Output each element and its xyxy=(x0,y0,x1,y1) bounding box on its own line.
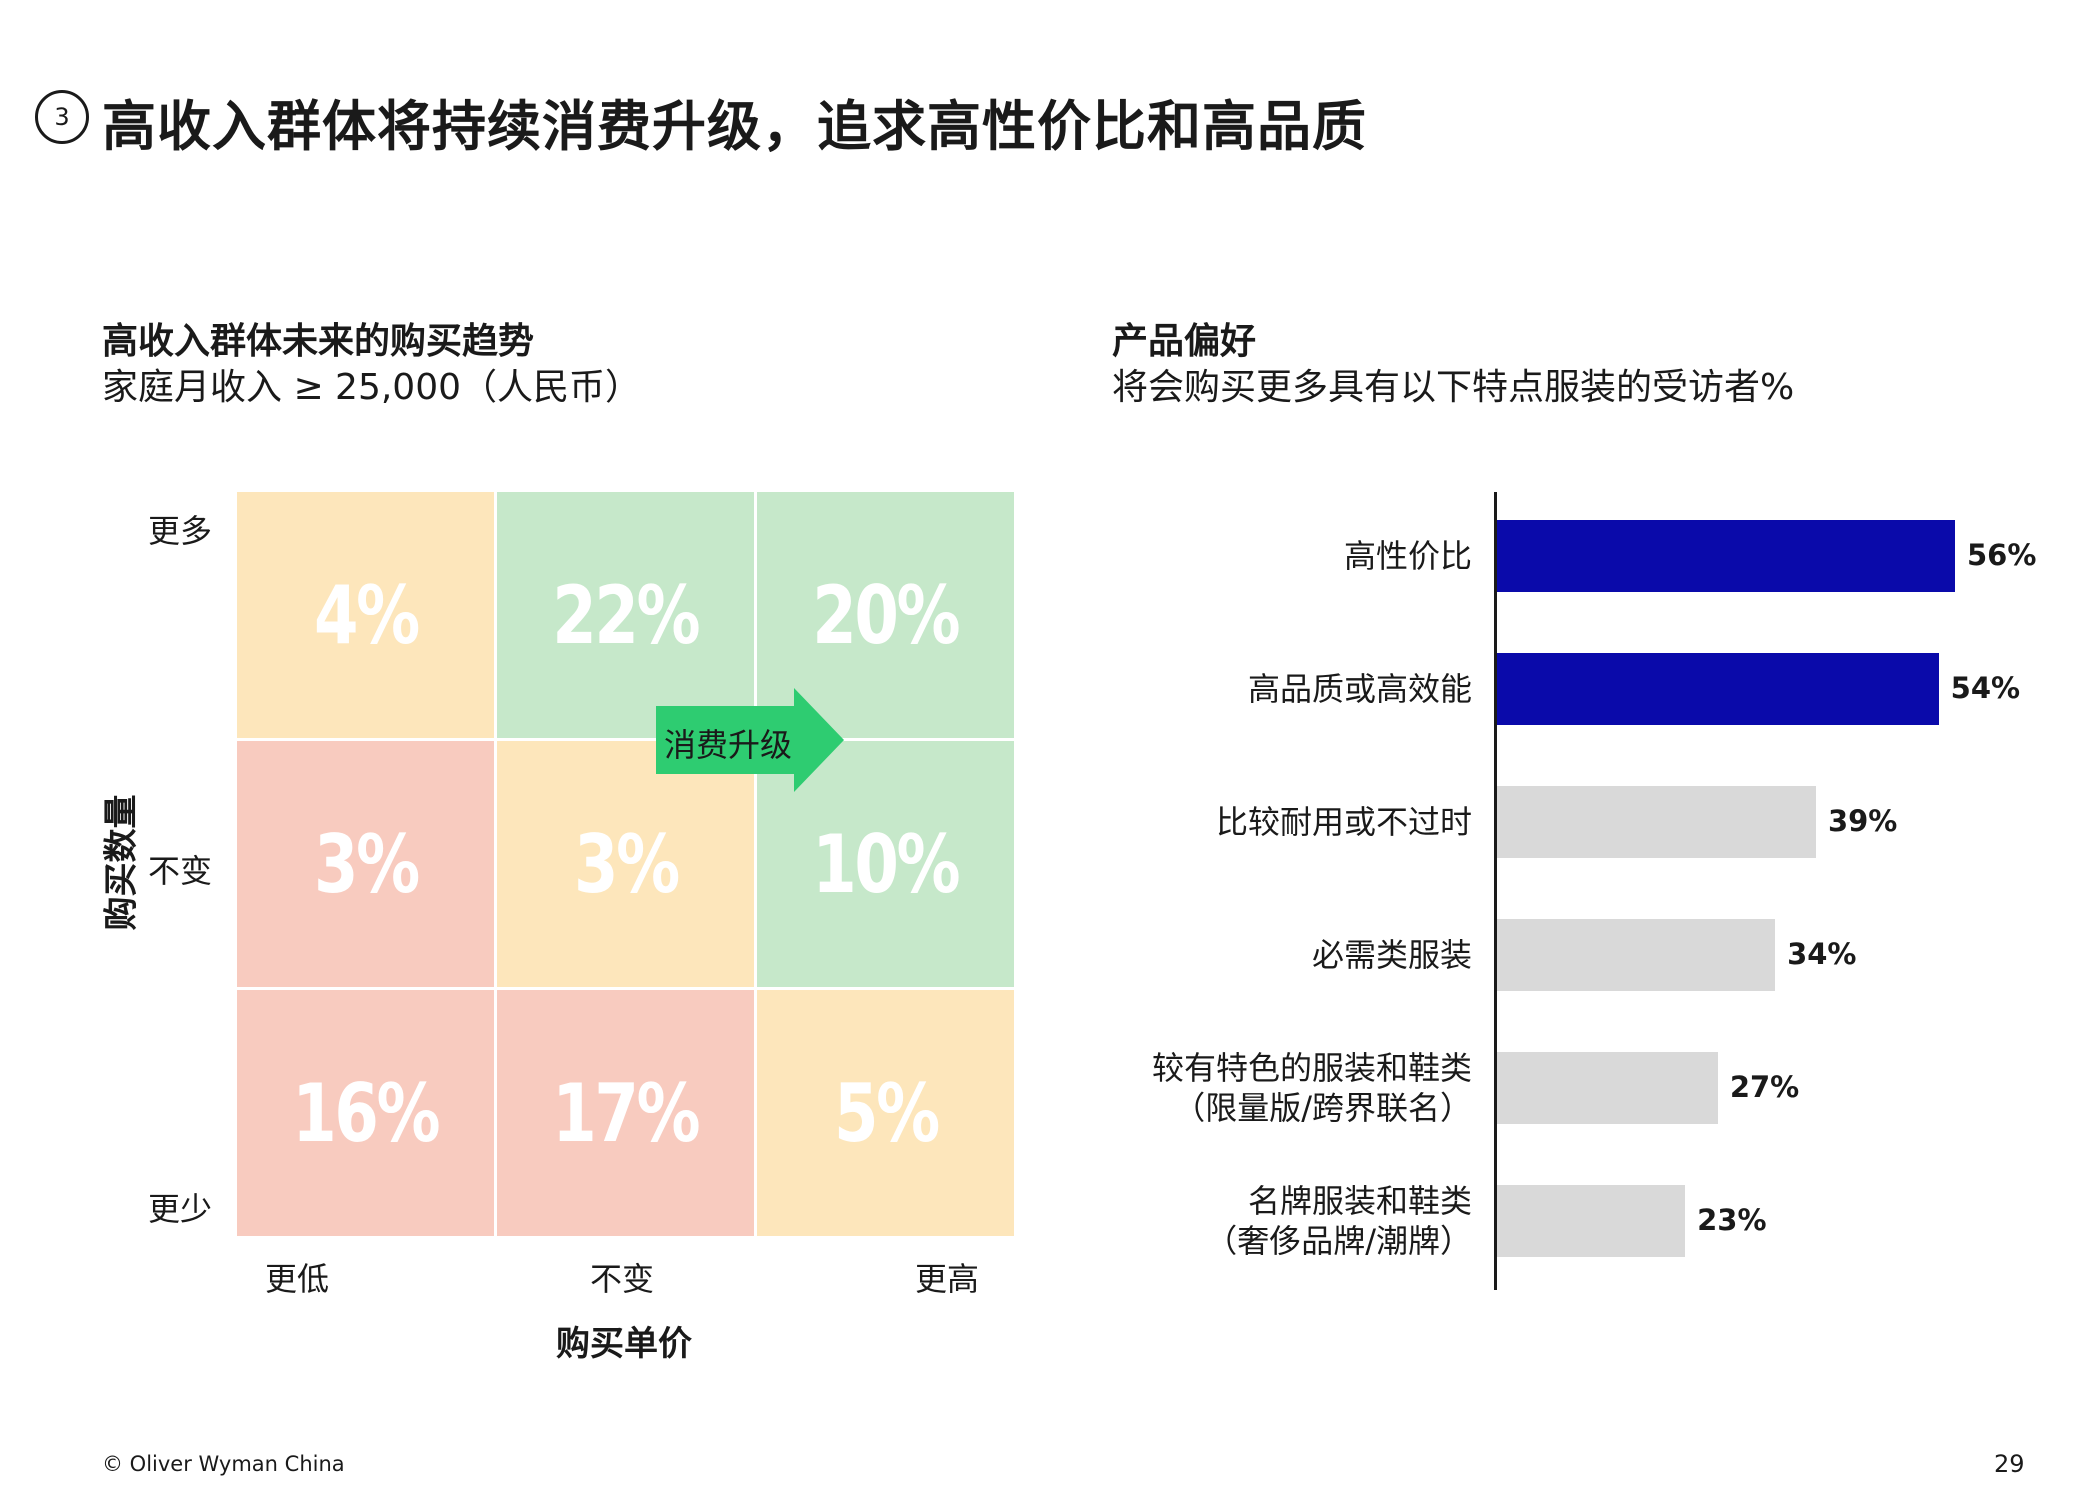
bar-category-label-line: 较有特色的服装和鞋类 xyxy=(1151,1049,1472,1087)
y-tick-more: 更多 xyxy=(148,512,213,550)
y-tick-less: 更少 xyxy=(148,1190,213,1228)
bar-0 xyxy=(1497,520,1955,592)
consumption-upgrade-label: 消费升级 xyxy=(664,726,793,764)
bar-category-label-line: 比较耐用或不过时 xyxy=(1215,803,1472,841)
matrix-cell-r0-c0: 4% xyxy=(237,492,494,738)
matrix-cell-value: 16% xyxy=(292,1066,440,1160)
bar-category-label: 较有特色的服装和鞋类 （限量版/跨界联名） xyxy=(1152,1048,1472,1128)
bar-category-label-line: （限量版/跨界联名） xyxy=(1173,1089,1472,1127)
bar-category-label: 必需类服装 xyxy=(1312,935,1472,975)
matrix-cell-r2-c1: 17% xyxy=(497,990,754,1236)
page-number: 29 xyxy=(1994,1450,2025,1478)
bar-category-label-line: 高品质或高效能 xyxy=(1247,670,1472,708)
bar-category-label-line: 高性价比 xyxy=(1343,537,1472,575)
matrix-cell-value: 5% xyxy=(833,1066,940,1160)
copyright: © Oliver Wyman China xyxy=(102,1452,345,1476)
matrix-cell-value: 10% xyxy=(812,817,960,911)
matrix-cell-value: 3% xyxy=(573,817,680,911)
x-tick-lower: 更低 xyxy=(265,1260,330,1298)
page-title: 高收入群体将持续消费升级，追求高性价比和高品质 xyxy=(102,95,1367,158)
matrix-cell-r2-c0: 16% xyxy=(237,990,494,1236)
matrix-panel-title: 高收入群体未来的购买趋势 xyxy=(102,321,535,362)
bar-category-label-line: （奢侈品牌/潮牌） xyxy=(1205,1222,1472,1260)
matrix-cell-value: 17% xyxy=(552,1066,700,1160)
x-tick-same: 不变 xyxy=(590,1260,655,1298)
bar-value-label: 23% xyxy=(1697,1203,1767,1237)
bar-4 xyxy=(1497,1052,1718,1124)
y-axis-title: 购买数量 xyxy=(101,794,142,931)
bar-value-label: 54% xyxy=(1950,671,2021,705)
x-tick-higher: 更高 xyxy=(915,1260,980,1298)
bar-5 xyxy=(1497,1185,1686,1257)
bar-value-label: 56% xyxy=(1967,538,2037,572)
bar-panel-title: 产品偏好 xyxy=(1112,321,1257,362)
y-tick-same: 不变 xyxy=(148,852,213,890)
bar-value-label: 34% xyxy=(1787,937,1857,971)
matrix-cell-r1-c1: 3% xyxy=(497,741,754,987)
bar-category-label-line: 必需类服装 xyxy=(1311,936,1472,974)
consumption-upgrade-arrow xyxy=(656,688,844,792)
bar-value-label: 27% xyxy=(1729,1070,1800,1104)
purchase-trend-matrix: 4% 22% 20% 3% 3% 10% 16% 17% 5% xyxy=(237,492,1014,1236)
section-number-badge: 3 xyxy=(35,90,89,144)
matrix-cell-value: 22% xyxy=(552,568,700,662)
bar-category-label-line: 名牌服装和鞋类 xyxy=(1247,1182,1472,1220)
matrix-cell-value: 20% xyxy=(812,568,960,662)
bar-chart-axis-line xyxy=(1494,492,1497,1290)
matrix-cell-r1-c0: 3% xyxy=(237,741,494,987)
matrix-cell-r0-c1: 22% xyxy=(497,492,754,738)
x-axis-title: 购买单价 xyxy=(556,1324,692,1364)
bar-3 xyxy=(1497,919,1776,991)
bar-panel-subtitle: 将会购买更多具有以下特点服装的受访者% xyxy=(1112,367,1795,408)
bar-value-label: 39% xyxy=(1827,804,1898,838)
matrix-cell-r2-c2: 5% xyxy=(757,990,1014,1236)
bar-1 xyxy=(1497,653,1939,725)
bar-2 xyxy=(1497,786,1816,858)
matrix-panel-subtitle: 家庭月收入 ≥ 25,000（人民币） xyxy=(102,367,642,408)
matrix-cell-value: 3% xyxy=(313,817,420,911)
bar-category-label: 名牌服装和鞋类 （奢侈品牌/潮牌） xyxy=(1205,1181,1472,1261)
bar-category-label: 比较耐用或不过时 xyxy=(1216,802,1472,842)
bar-category-label: 高性价比 xyxy=(1344,536,1472,576)
bar-category-label: 高品质或高效能 xyxy=(1248,669,1472,709)
matrix-cell-value: 4% xyxy=(313,568,420,662)
